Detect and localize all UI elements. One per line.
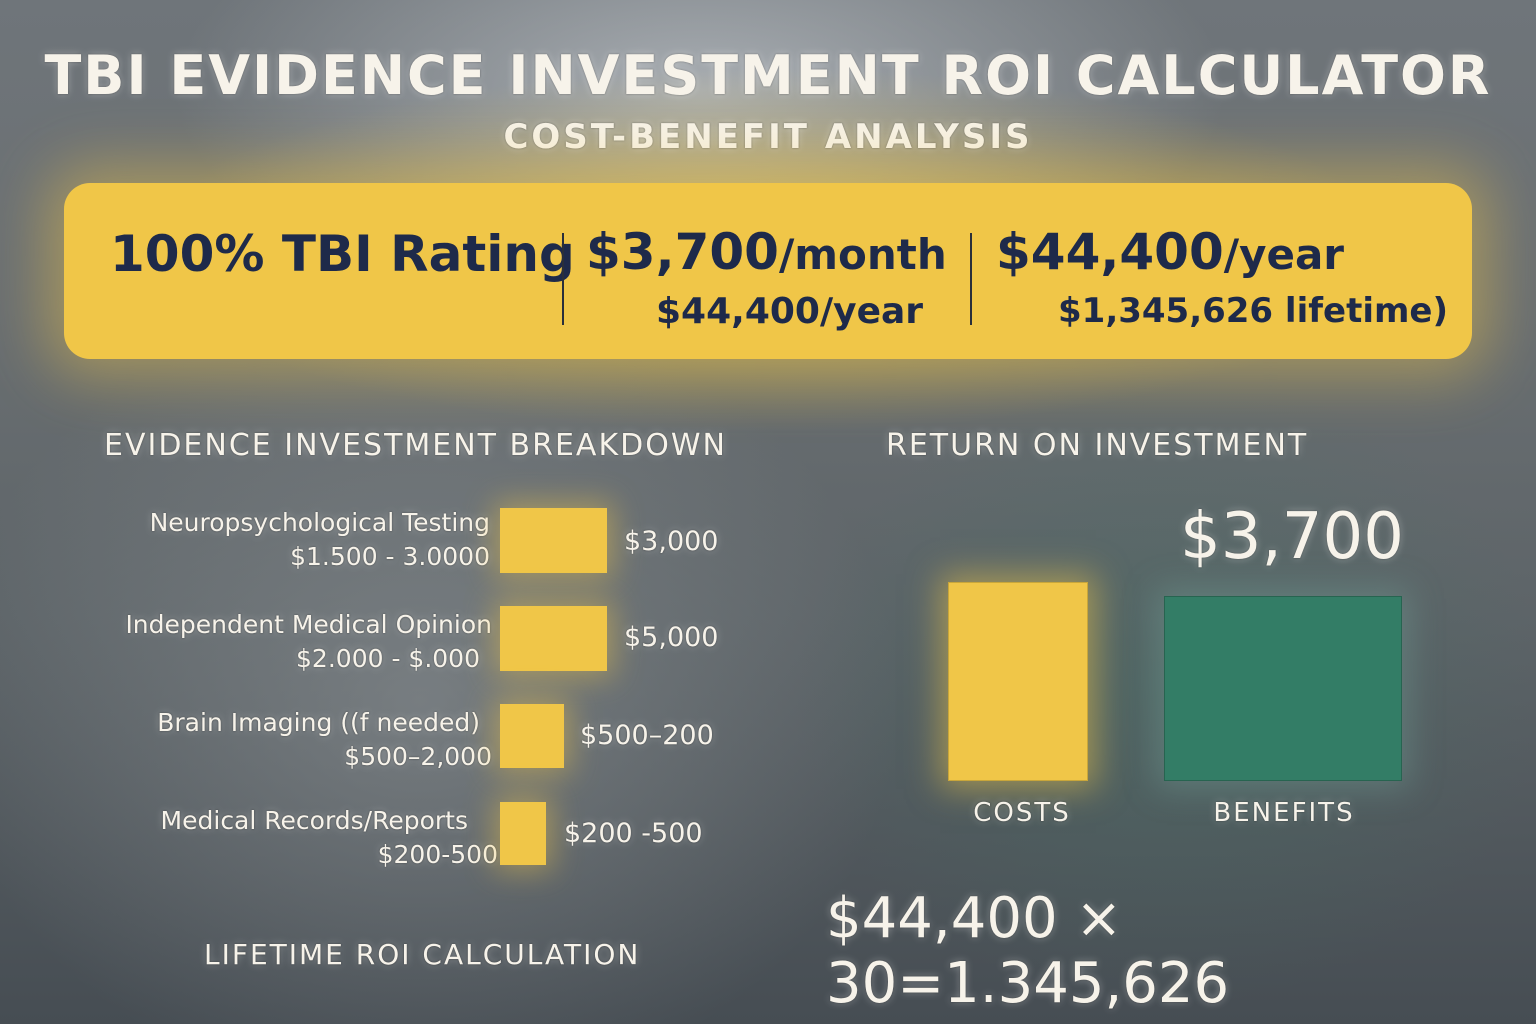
monthly-benefit: $3,700/month xyxy=(586,223,947,281)
banner-divider xyxy=(970,233,972,325)
breakdown-item: Brain Imaging ((f needed) $500–2,000 xyxy=(60,706,492,774)
monthly-sub: $44,400/year xyxy=(656,291,924,332)
yearly-benefit: $44,400/year xyxy=(996,223,1344,281)
item-label: Medical Records/Reports xyxy=(160,806,468,835)
roi-big-value: $3,700 xyxy=(1180,500,1404,574)
item-label: Independent Medical Opinion xyxy=(125,610,492,639)
item-bar xyxy=(500,606,607,671)
yearly-unit: /year xyxy=(1223,230,1344,279)
monthly-unit: /month xyxy=(778,230,947,279)
roi-heading: RETURN ON INVESTMENT xyxy=(886,428,1309,463)
item-bar xyxy=(500,508,607,573)
item-value: $5,000 xyxy=(624,622,719,653)
rating-text: 100% TBI Rating xyxy=(110,225,575,283)
item-label: Brain Imaging ((f needed) xyxy=(157,708,480,737)
lifetime-formula: $44,400 × 30=1.345,626 xyxy=(826,886,1230,1016)
item-range: $2.000 - $.000 xyxy=(296,644,480,673)
breakdown-item: Medical Records/Reports $200-500 xyxy=(60,804,498,872)
breakdown-item: Neuropsychological Testing $1.500 - 3.00… xyxy=(60,506,490,574)
costs-label: COSTS xyxy=(973,798,1071,828)
breakdown-item: Independent Medical Opinion $2.000 - $.0… xyxy=(60,608,492,676)
benefits-label: BENEFITS xyxy=(1213,798,1355,828)
costs-bar xyxy=(948,582,1088,781)
lifetime-roi-heading: LIFETIME ROI CALCULATION xyxy=(204,938,641,971)
breakdown-heading: EVIDENCE INVESTMENT BREAKDOWN xyxy=(104,428,727,463)
page-subtitle: COST-BENEFIT ANALYSIS xyxy=(503,117,1033,157)
item-value: $3,000 xyxy=(624,526,719,557)
summary-banner: 100% TBI Rating $3,700/month $44,400/yea… xyxy=(64,183,1472,359)
page-title: TBI EVIDENCE INVESTMENT ROI CALCULATOR xyxy=(44,44,1492,107)
item-value: $200 -500 xyxy=(564,818,703,849)
item-range: $500–2,000 xyxy=(344,742,492,771)
item-bar xyxy=(500,802,546,865)
item-bar xyxy=(500,704,564,768)
item-range: $1.500 - 3.0000 xyxy=(290,542,490,571)
banner-divider xyxy=(562,233,564,325)
item-range: $200-500 xyxy=(377,840,498,869)
yearly-amount: $44,400 xyxy=(996,223,1224,281)
item-value: $500–200 xyxy=(580,720,714,751)
lifetime-sub: $1,345,626 lifetime) xyxy=(1058,291,1449,331)
item-label: Neuropsychological Testing xyxy=(149,508,490,537)
monthly-amount: $3,700 xyxy=(586,223,779,281)
benefits-bar xyxy=(1164,596,1402,781)
